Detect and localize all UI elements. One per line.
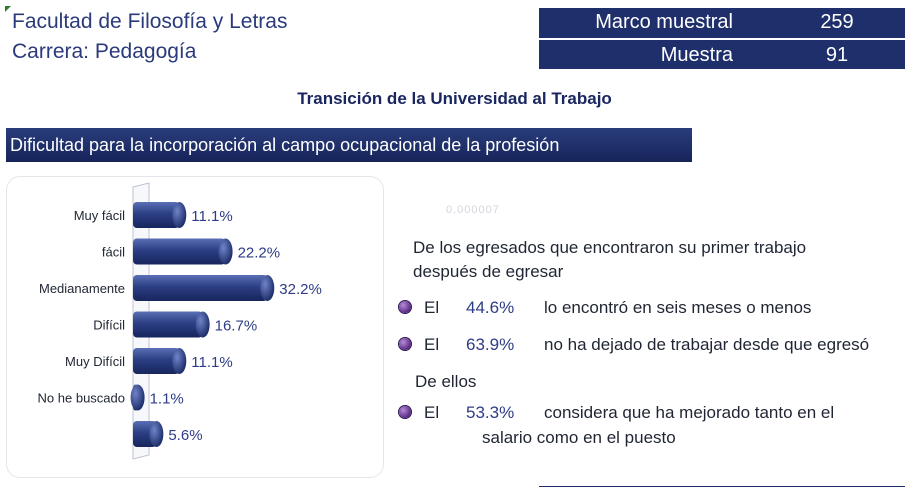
section-title: Dificultad para la incorporación al camp… (10, 135, 560, 155)
value-label: 22.2% (238, 245, 281, 262)
bar (133, 275, 268, 301)
bullet-1-percent: 44.6% (466, 298, 515, 317)
category-label: Muy fácil (74, 208, 125, 223)
bar-cap (149, 421, 164, 447)
faint-text: 0,000007 (446, 204, 500, 216)
value-label: 5.6% (168, 427, 202, 444)
sample-stats-box: Marco muestral 259 Muestra 91 (539, 8, 905, 69)
bullet-1-el: El (424, 298, 440, 317)
bullet-icon (399, 338, 411, 350)
bullet-3-text-line-2: salario como en el puesto (482, 428, 676, 447)
marco-label: Marco muestral (595, 11, 733, 33)
bullet-1-text: lo encontró en seis meses o menos (544, 298, 812, 317)
bullet-3-percent: 53.3% (466, 403, 515, 422)
value-label: 16.7% (215, 318, 258, 335)
bar-chart: Muy fácil 11.1% fácil 22.2% Medianamente 32.2… (38, 182, 322, 460)
bullet-icon (399, 301, 411, 313)
bar (133, 348, 180, 374)
section-title-bar: Dificultad para la incorporación al camp… (6, 128, 692, 162)
bar-cap (218, 238, 233, 265)
bullet-3-text-line-1: considera que ha mejorado tanto en el (544, 403, 835, 422)
value-label: 1.1% (150, 391, 184, 408)
bullet-2-el: El (424, 335, 440, 354)
marco-value: 259 (820, 11, 854, 33)
intro-line-1: De los egresados que encontraron su prim… (413, 238, 807, 257)
bullet-2-text: no ha dejado de trabajar desde que egres… (544, 335, 870, 354)
value-label: 32.2% (279, 281, 322, 298)
category-label: No he buscado (38, 391, 125, 406)
category-label: Muy Difícil (65, 354, 125, 369)
chart-panel: Muy fácil 11.1% fácil 22.2% Medianamente 32.2… (6, 176, 384, 478)
stats-separator (539, 38, 905, 40)
bottom-rule (539, 486, 905, 487)
bar-cap (260, 275, 275, 301)
corner-mark (5, 6, 11, 12)
bar (133, 238, 226, 265)
value-label: 11.1% (191, 354, 232, 371)
bar (133, 311, 203, 338)
muestra-row: Muestra 91 (539, 41, 905, 71)
category-label: Difícil (93, 318, 125, 333)
sub-intro: De ellos (415, 372, 477, 391)
bar-cap (195, 311, 210, 338)
bar-cap (130, 384, 145, 411)
bar (133, 202, 180, 228)
main-title: Transición de la Universidad al Trabajo (297, 89, 612, 108)
bar-cap (172, 348, 187, 374)
intro-line-2: después de egresar (413, 262, 564, 281)
bullet-icon (399, 406, 411, 418)
bullet-3-el: El (424, 403, 440, 422)
muestra-value: 91 (825, 44, 849, 66)
muestra-label: Muestra (660, 44, 733, 66)
value-label: 11.1% (191, 208, 232, 225)
faculty-title: Facultad de Filosofía y Letras (12, 10, 288, 33)
category-label: Medianamente (39, 281, 125, 296)
bullet-2-percent: 63.9% (466, 335, 515, 354)
career-title: Carrera: Pedagogía (12, 40, 197, 63)
bar-cap (172, 202, 187, 228)
category-label: fácil (102, 245, 125, 260)
marco-row: Marco muestral 259 (539, 8, 905, 38)
